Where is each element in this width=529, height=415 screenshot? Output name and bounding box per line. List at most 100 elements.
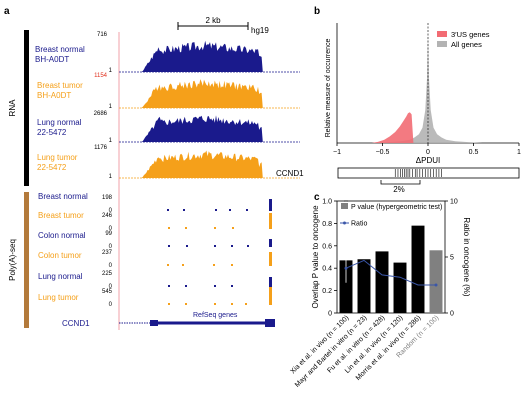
polya-track-min: 0: [109, 302, 113, 308]
ratio-point: [434, 283, 438, 287]
polya-peak: [246, 209, 248, 211]
density-chart: −1 −0.5 0 0.5 1 ΔPDUI Relative measure of occu…: [325, 23, 521, 165]
ccnd1-bracket: [380, 180, 421, 185]
polya-track-min: 0: [109, 208, 113, 214]
polya-track-min: 0: [109, 244, 113, 250]
polya-peak: [245, 303, 247, 305]
rna-track-label-line2: BH-A0DT: [35, 55, 69, 64]
gene-utr: [158, 321, 268, 325]
y-tick-label: 0.8: [322, 221, 332, 228]
polya-track: Lung normal 225 0: [38, 271, 272, 290]
polya-peak: [183, 209, 185, 211]
y-tick-label: 0.2: [322, 288, 332, 295]
rna-track-label-line2: 22-5472: [37, 128, 67, 137]
polya-peak: [231, 245, 233, 247]
panel-c-label: c: [314, 192, 320, 203]
polya-peak: [168, 285, 170, 287]
y-tick-label: 1.0: [322, 199, 332, 206]
rna-track-min: 1: [109, 68, 113, 74]
polya-group-label: Poly(A)-seq: [8, 239, 17, 281]
x-tick-label: 0.5: [469, 149, 479, 156]
polya-peak: [232, 227, 234, 229]
assembly-label: hg19: [251, 26, 269, 35]
polya-main-peak: [269, 252, 272, 266]
x-tick-label: −0.5: [376, 149, 390, 156]
y-axis-title: Relative measure of occurrence: [325, 38, 332, 137]
rna-track-max: 716: [97, 32, 108, 38]
polya-track-label: Colon normal: [38, 231, 86, 240]
polya-peak: [185, 227, 187, 229]
rna-group-bar: [24, 30, 29, 186]
polya-track-max: 225: [102, 271, 113, 277]
polya-peak: [214, 227, 216, 229]
panel-a-label: a: [4, 6, 10, 17]
polya-track-min: 0: [109, 226, 113, 232]
y-tick-label: 0.6: [322, 243, 332, 250]
rna-coverage-2: [119, 115, 300, 143]
polya-peak: [247, 245, 249, 247]
polya-track-min: 0: [109, 263, 113, 269]
x-tick-label: 1: [517, 149, 521, 156]
polya-track-label: Lung tumor: [38, 293, 79, 302]
polya-main-peak: [269, 213, 272, 229]
polya-track: Breast normal 198 0: [38, 192, 272, 214]
polya-peak: [182, 264, 184, 266]
rna-track-1: Breast tumor BH-A0DT 1 1154: [37, 73, 300, 110]
polya-peak: [185, 303, 187, 305]
panel-b-label: b: [314, 6, 320, 17]
polya-peak: [167, 209, 169, 211]
ccnd1-delta-ticks: [394, 169, 442, 177]
plot-frame: [336, 200, 446, 314]
polya-peak: [214, 285, 216, 287]
polya-peak: [214, 245, 216, 247]
rna-group-label: RNA: [8, 99, 17, 117]
panel-a: a 2 kb hg19 RNA Poly(A)-seq Breast norma…: [4, 6, 300, 330]
rna-coverage-0: [119, 40, 300, 73]
legend-label: 3′US genes: [451, 30, 490, 39]
polya-peak: [186, 245, 188, 247]
rna-track-max: 2686: [94, 111, 108, 117]
x-tick-label: 0: [426, 149, 430, 156]
y2-tick-label: 0: [450, 311, 454, 318]
panel-b: b −1 −0.5 0 0.5 1 ΔPDUI Relative measure of oc…: [276, 6, 521, 194]
rna-track-label-line1: Breast tumor: [37, 81, 83, 90]
ccnd1-bracket-label: 2%: [393, 185, 405, 194]
polya-track-min: 0: [109, 284, 113, 290]
legend-swatch-pvalue: [341, 203, 348, 209]
rna-coverage-area: [120, 115, 300, 142]
y2-axis-title: Ratio in oncogene (%): [462, 217, 471, 296]
rna-track-label-line1: Lung tumor: [37, 153, 78, 162]
polya-track-max: 198: [102, 195, 113, 201]
polya-peak: [231, 303, 233, 305]
polya-peak: [214, 303, 216, 305]
rna-track-3: Lung tumor 22-5472 1176 1: [37, 145, 300, 180]
scale-bar-label: 2 kb: [205, 16, 221, 25]
polya-track-max: 237: [102, 250, 113, 256]
bar: [339, 260, 353, 313]
rna-track-0: Breast normal BH-A0DT 716 1: [35, 32, 300, 74]
rna-coverage-area: [120, 40, 300, 72]
rna-track-label-line2: BH-A0DT: [37, 91, 71, 100]
ccnd1-label: CCND1: [276, 169, 304, 178]
rna-coverage-1: [119, 79, 300, 109]
rna-track-max: 1176: [94, 145, 108, 151]
x-axis-title: ΔPDUI: [416, 156, 440, 165]
legend-point-ratio: [343, 221, 346, 225]
polya-peak: [231, 285, 233, 287]
bar: [357, 259, 371, 313]
polya-peak: [229, 209, 231, 211]
polya-peak: [213, 264, 215, 266]
gene-exon-last: [265, 319, 275, 327]
rna-track-min: 1: [109, 138, 113, 144]
polya-track-max: 246: [102, 213, 113, 219]
rna-coverage-area: [120, 79, 300, 108]
polya-track-label: Colon tumor: [38, 251, 82, 260]
polya-peak: [168, 245, 170, 247]
legend-label-pvalue: P value (hypergeometric test): [351, 204, 442, 211]
rna-track-max: 1154: [94, 73, 108, 79]
gene-exon-1: [150, 320, 158, 326]
ratio-point: [344, 266, 348, 270]
